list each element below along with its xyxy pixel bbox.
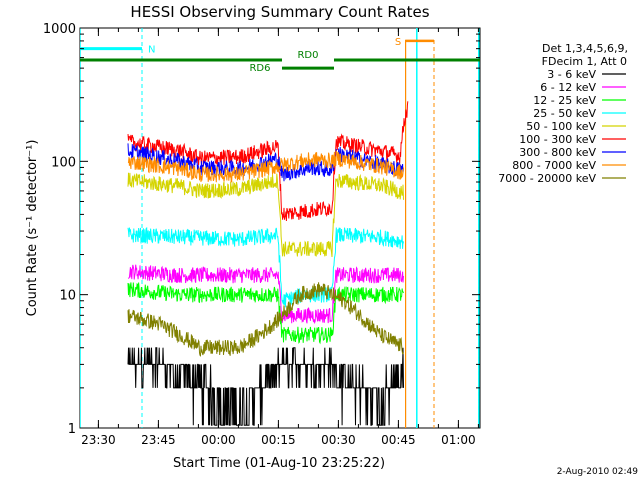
- series-line-7: [127, 150, 404, 183]
- annotation-layer: [80, 28, 480, 428]
- series-line-1: [127, 264, 404, 325]
- y-tick-label: 100: [51, 155, 76, 170]
- y-tick-label: 10: [59, 289, 76, 304]
- x-tick-label: 01:00: [441, 433, 476, 447]
- legend-label: 12 - 25 keV: [533, 94, 596, 107]
- series-line-3: [127, 227, 404, 308]
- decimation-label: RD6: [249, 63, 270, 74]
- legend-label: 25 - 50 keV: [533, 107, 596, 120]
- x-tick-label: 00:30: [321, 433, 356, 447]
- series-line-6: [127, 143, 404, 182]
- legend-label: 7000 - 20000 keV: [498, 172, 596, 185]
- legend-header-1: Det 1,3,4,5,6,9,: [542, 42, 628, 55]
- x-axis-label: Start Time (01-Aug-10 23:25:22): [173, 456, 385, 471]
- legend-label: 800 - 7000 keV: [512, 159, 596, 172]
- y-tick-label: 1000: [43, 22, 76, 37]
- y-axis-label: Count Rate (s⁻¹ detector⁻¹): [25, 140, 40, 317]
- legend-label: 3 - 6 keV: [547, 68, 596, 81]
- decimation-label: RD0: [297, 50, 318, 61]
- x-tick-label: 23:45: [141, 433, 176, 447]
- legend-label: 50 - 100 keV: [526, 120, 596, 133]
- series-line-8: [127, 282, 404, 357]
- saa-label: S: [395, 37, 401, 48]
- footer-timestamp: 2-Aug-2010 02:49: [557, 467, 639, 477]
- x-tick-label: 23:30: [81, 433, 116, 447]
- annotation-labels: N S RD0 RD6: [148, 37, 401, 74]
- legend-label: 6 - 12 keV: [540, 81, 596, 94]
- series-line-2: [127, 282, 404, 345]
- x-tick-label: 00:15: [261, 433, 296, 447]
- y-tick-label: 1: [68, 422, 76, 437]
- series-line-0: [127, 347, 404, 426]
- x-tick-label: 00:00: [201, 433, 236, 447]
- legend-label: 300 - 800 keV: [519, 146, 596, 159]
- legend: Det 1,3,4,5,6,9, FDecim 1, Att 0 3 - 6 k…: [498, 42, 628, 185]
- x-tick-label: 00:45: [381, 433, 416, 447]
- series-line-4: [127, 172, 404, 258]
- legend-header-2: FDecim 1, Att 0: [542, 55, 627, 68]
- series-layer: [127, 101, 409, 426]
- chart-title: HESSI Observing Summary Count Rates: [130, 3, 429, 21]
- legend-label: 100 - 300 keV: [519, 133, 596, 146]
- axis-layer: 23:30 23:45 00:00 00:15 00:30 00:45 01:00 1 10 10…: [43, 22, 480, 447]
- night-label: N: [148, 45, 155, 56]
